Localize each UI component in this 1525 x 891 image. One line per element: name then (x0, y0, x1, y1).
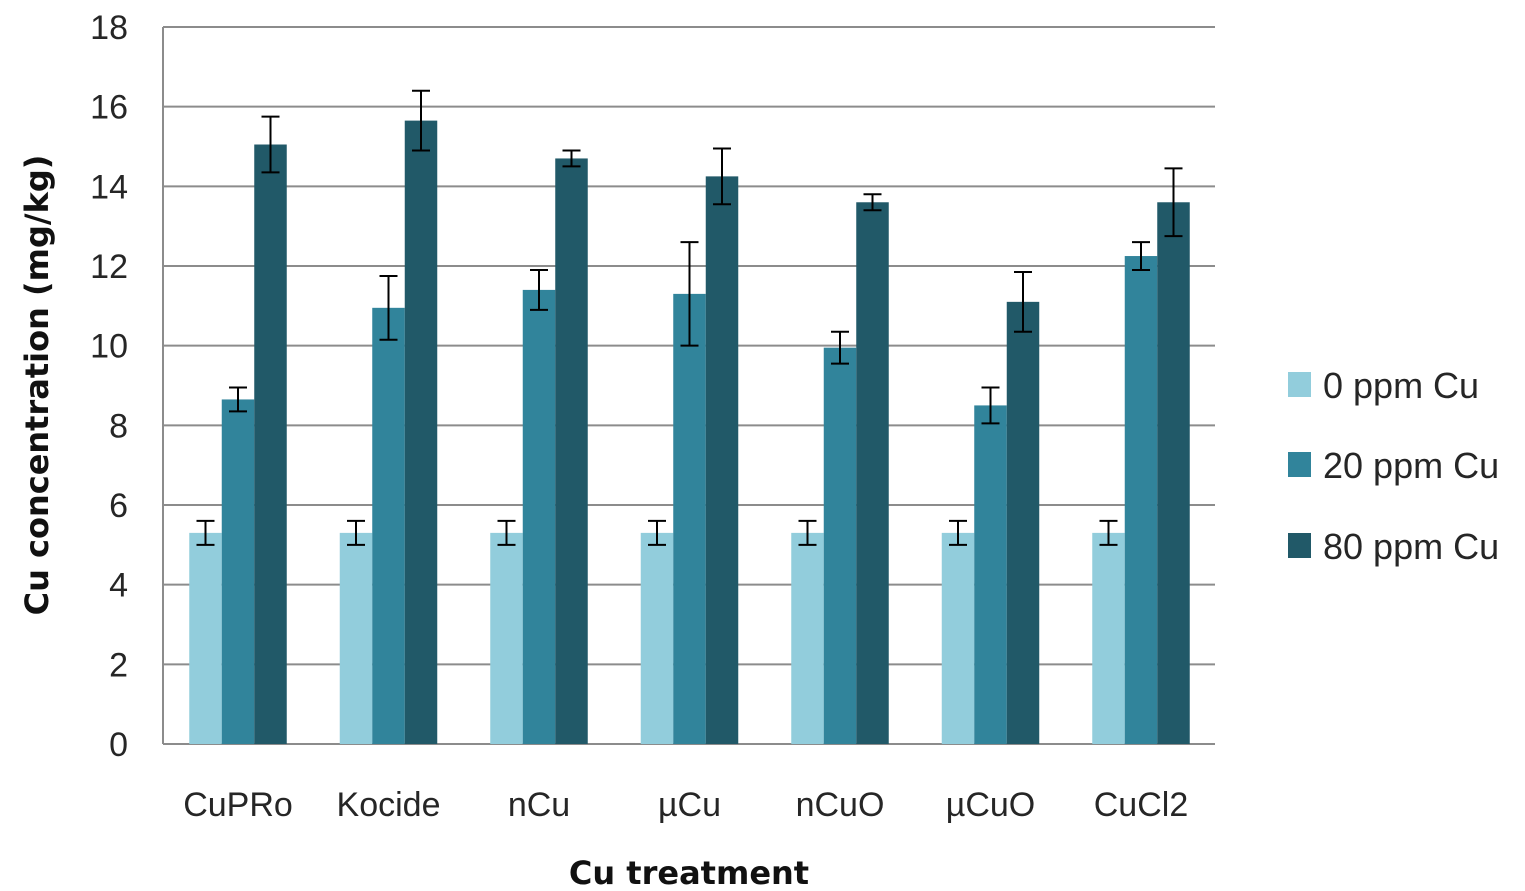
error-bar (412, 89, 430, 152)
bar (673, 293, 706, 744)
error-bar (1099, 519, 1118, 546)
error-bar (981, 386, 1000, 425)
bar (404, 120, 438, 744)
y-axis-title: Cu concentration (mg/kg) (18, 155, 56, 616)
x-tick-label: CuPRo (183, 786, 293, 824)
error-bar (379, 274, 398, 341)
error-bar (1164, 167, 1183, 238)
legend-item: 0 ppm Cu (1288, 365, 1479, 406)
bar (856, 202, 889, 744)
error-bar (229, 386, 247, 413)
legend-swatch (1288, 533, 1311, 558)
x-tick-label: CuCl2 (1094, 786, 1188, 824)
y-tick-label: 2 (109, 646, 128, 684)
bar (1157, 202, 1190, 744)
bar (640, 532, 674, 744)
legend-item: 80 ppm Cu (1288, 526, 1499, 567)
bar (705, 176, 739, 744)
error-bar (831, 330, 849, 365)
error-bar (562, 149, 581, 168)
error-bar (798, 519, 817, 546)
bar (490, 532, 523, 744)
error-bars (196, 89, 1183, 546)
bar (221, 399, 255, 744)
bar (1006, 301, 1040, 744)
error-bar (1014, 270, 1032, 333)
error-bar (949, 519, 967, 546)
x-tick-label: nCuO (796, 786, 885, 824)
error-bar (648, 519, 666, 546)
x-tick-labels: CuPRo Kocide nCu µCu nCuO µCuO CuCl2 (183, 786, 1188, 824)
bar (254, 144, 287, 745)
error-bar (497, 519, 516, 546)
x-tick-label: µCuO (946, 786, 1036, 824)
error-bar (261, 115, 280, 174)
bar (1124, 256, 1158, 744)
legend-label: 80 ppm Cu (1323, 526, 1499, 567)
bar (941, 532, 975, 744)
bar (339, 532, 373, 744)
error-bar (196, 519, 215, 546)
error-bar (863, 193, 882, 212)
y-tick-label: 14 (90, 168, 128, 206)
y-tick-label: 18 (90, 9, 128, 47)
error-bar (347, 519, 365, 546)
y-tick-label: 10 (90, 328, 128, 366)
x-tick-label: µCu (658, 786, 721, 824)
bar (974, 405, 1007, 744)
error-bar (680, 241, 699, 347)
y-tick-label: 4 (109, 567, 128, 605)
legend-label: 20 ppm Cu (1323, 445, 1499, 486)
bars (189, 120, 1190, 745)
y-tick-label: 0 (109, 726, 128, 764)
legend-label: 0 ppm Cu (1323, 365, 1479, 406)
x-tick-label: Kocide (337, 786, 441, 824)
legend: 0 ppm Cu 20 ppm Cu 80 ppm Cu (1288, 365, 1499, 567)
bar (823, 347, 857, 744)
error-bar (530, 268, 548, 311)
legend-swatch (1288, 372, 1311, 397)
bar (522, 289, 556, 744)
bar (791, 532, 824, 744)
error-bar (713, 147, 731, 206)
y-tick-label: 6 (109, 487, 128, 525)
bar (555, 158, 588, 744)
error-bar (1132, 241, 1150, 271)
bar (189, 532, 222, 744)
y-tick-label: 8 (109, 407, 128, 445)
x-tick-label: nCu (508, 786, 570, 824)
bar (1092, 532, 1125, 744)
legend-item: 20 ppm Cu (1288, 445, 1499, 486)
y-tick-labels: 0 2 4 6 8 10 12 14 16 18 (90, 9, 128, 764)
y-tick-label: 16 (90, 89, 128, 127)
x-axis-title: Cu treatment (569, 854, 809, 891)
y-tick-label: 12 (90, 248, 128, 286)
legend-swatch (1288, 452, 1311, 477)
bar (372, 307, 405, 744)
